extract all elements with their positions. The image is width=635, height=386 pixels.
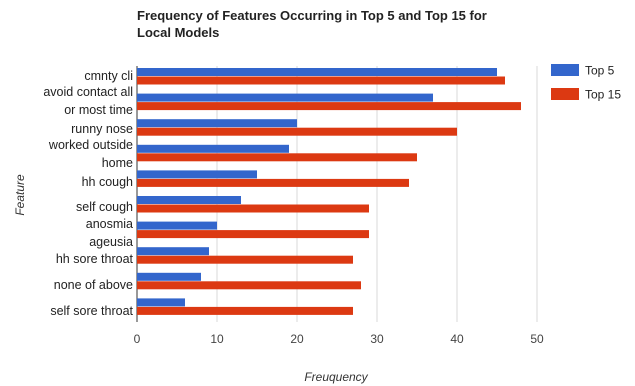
chart-title-line-2: Local Models	[137, 25, 219, 40]
x-tick-label: 0	[134, 332, 141, 346]
bar-top15	[137, 153, 417, 162]
bar-series	[137, 68, 521, 315]
legend-swatch	[551, 88, 579, 100]
bar-top5	[137, 272, 201, 281]
bar-top5	[137, 196, 241, 204]
category-label: worked outside	[48, 138, 133, 152]
bar-top5	[137, 144, 289, 153]
bar-top5	[137, 170, 257, 179]
x-tick-label: 20	[290, 332, 304, 346]
legend-label: Top 5	[585, 64, 615, 78]
bar-top15	[137, 255, 353, 264]
bar-top15	[137, 230, 369, 239]
bar-top15	[137, 127, 457, 136]
category-label: hh sore throat	[56, 252, 134, 266]
x-axis-title: Freuquency	[304, 370, 368, 384]
category-label: self cough	[76, 200, 133, 214]
x-tick-label: 10	[210, 332, 224, 346]
x-tick-label: 40	[450, 332, 464, 346]
legend: Top 5 Top 15	[551, 64, 621, 102]
x-axis-ticks: 0 10 20 30 40 50	[134, 332, 544, 346]
category-label: none of above	[54, 278, 133, 292]
category-label: runny nose	[71, 122, 133, 136]
y-axis-category-labels: cmnty cli avoid contact all or most time ru…	[43, 69, 133, 318]
legend-swatch	[551, 64, 579, 76]
category-label: self sore throat	[50, 304, 133, 318]
x-tick-label: 30	[370, 332, 384, 346]
chart-title: Frequency of Features Occurring in Top 5…	[137, 8, 487, 40]
bar-top5	[137, 247, 209, 256]
bar-top15	[137, 102, 521, 111]
category-label: anosmia	[86, 217, 133, 231]
x-tick-label: 50	[530, 332, 544, 346]
bar-top15	[137, 204, 369, 213]
chart-title-line-1: Frequency of Features Occurring in Top 5…	[137, 8, 487, 23]
category-label: cmnty cli	[84, 69, 133, 83]
bar-top15	[137, 306, 353, 315]
bar-top15	[137, 76, 505, 85]
category-label: home	[102, 156, 133, 170]
y-axis-title: Feature	[13, 174, 27, 216]
bar-top5	[137, 68, 497, 76]
category-label: hh cough	[82, 175, 133, 189]
category-label: or most time	[64, 103, 133, 117]
bar-top15	[137, 281, 361, 290]
category-label: avoid contact all	[43, 85, 133, 99]
bar-top5	[137, 298, 185, 307]
bar-top5	[137, 93, 433, 102]
bar-top5	[137, 221, 217, 230]
bar-top5	[137, 119, 297, 128]
category-label: ageusia	[89, 235, 133, 249]
bar-top15	[137, 178, 409, 187]
legend-label: Top 15	[585, 88, 621, 102]
